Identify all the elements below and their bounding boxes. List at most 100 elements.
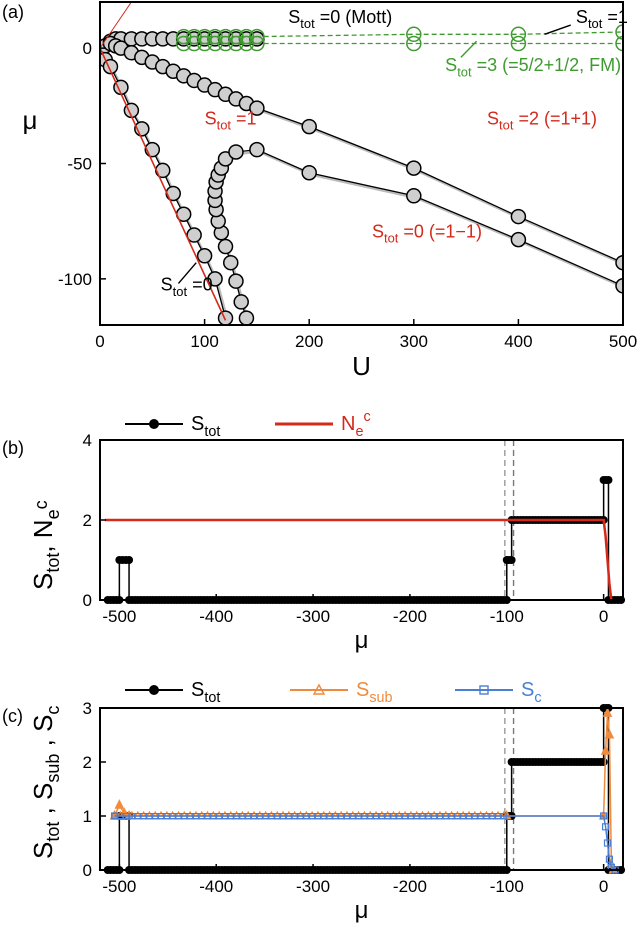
marker-green-FM-2-6 <box>238 35 255 52</box>
marker-S_c <box>314 813 321 819</box>
marker-line-to-500-15 <box>249 100 265 116</box>
y-tick-label-a: -50 <box>67 155 92 174</box>
panel-c: -500 -400 -300 -200 -100 0 0 1 2 3 μ (c) Stot Ssub Sc S… <box>2 679 626 924</box>
marker-S_tot <box>507 556 516 564</box>
marker-S_tot <box>599 758 608 766</box>
x-tick-label: -300 <box>296 877 330 896</box>
series-S_sub-line <box>113 713 615 871</box>
marker-arc-boundary-4 <box>217 238 234 255</box>
marker-green-FM-2-3 <box>207 35 223 52</box>
panel-b: -500 -400 -300 -200 -100 0 0 2 4 μ (b) Stot Nec Stot,… <box>2 409 626 654</box>
marker-S_c <box>309 813 316 819</box>
y-tick-label: 4 <box>83 431 92 450</box>
marker-S_c <box>123 813 130 819</box>
marker-S_c <box>169 813 176 819</box>
marker-S_sub-pt <box>114 799 125 809</box>
panel-a: 0 100 200 300 400 500 -100 -50 0 Uμ (a) Stot =0 (Mo… <box>2 1 637 381</box>
marker-S_c <box>373 813 380 819</box>
marker-steep-boundary-7 <box>165 185 181 202</box>
legend-label-1: Nec <box>341 409 371 440</box>
marker-arc-boundary-1 <box>233 294 249 310</box>
x-tick-label-a: 0 <box>95 332 104 351</box>
marker-S_c <box>204 813 211 819</box>
marker-S_c <box>320 813 327 819</box>
marker-S_tot <box>604 476 613 484</box>
x-axis-label: μ <box>355 897 369 924</box>
annotation-a-2: Stot =3 (=5/2+1/2, FM) <box>445 55 621 79</box>
marker-S_c <box>221 813 228 819</box>
marker-S_c <box>349 813 356 819</box>
arrow-stot0 <box>177 262 197 284</box>
marker-S_c <box>495 813 502 819</box>
marker-arc-boundary-19 <box>615 278 623 294</box>
marker-S_c <box>384 813 391 819</box>
marker-line-to-500-19 <box>615 254 623 271</box>
marker-S_c <box>338 813 345 819</box>
annotation-a-4: Stot =2 (=1+1) <box>487 108 597 132</box>
x-tick-label: -100 <box>490 877 524 896</box>
marker-green-FM-2-0 <box>175 35 192 52</box>
marker-S_c <box>146 813 153 819</box>
marker-arc-boundary-14 <box>228 144 244 160</box>
legend-marker-0 <box>149 419 159 429</box>
annotation-a-6: Stot =0 <box>161 274 213 298</box>
x-axis-label: μ <box>355 627 369 654</box>
marker-green-FM-2-5 <box>228 35 244 52</box>
marker-S_c <box>466 813 473 819</box>
x-tick-label: 0 <box>599 877 608 896</box>
marker-S_c <box>280 813 287 819</box>
legend-label-0: Stot <box>191 413 220 440</box>
marker-S_c <box>239 813 246 819</box>
x-tick-label: -200 <box>393 607 427 626</box>
x-tick-label: -200 <box>393 877 427 896</box>
marker-S_c <box>361 813 368 819</box>
marker-S_c <box>128 813 135 819</box>
marker-green-FM-2-9 <box>510 35 527 52</box>
marker-S_c <box>407 813 414 819</box>
y-axis-label-a: μ <box>23 105 38 135</box>
marker-S_sub-pt <box>604 728 615 739</box>
marker-S_c <box>396 813 403 819</box>
y-tick-label: 0 <box>83 861 92 880</box>
marker-S_c <box>500 813 507 819</box>
y-tick-label: 2 <box>83 753 92 772</box>
marker-S_c <box>390 813 397 819</box>
marker-S_c <box>483 813 490 819</box>
x-tick-label: -400 <box>199 877 233 896</box>
marker-S_c <box>425 813 432 819</box>
x-tick-label: -100 <box>490 607 524 626</box>
annotation-a-5: Stot =0 (=1−1) <box>372 221 482 245</box>
x-tick-label: -400 <box>199 607 233 626</box>
marker-steep-boundary-11 <box>207 271 223 287</box>
legend-marker-2 <box>479 685 489 695</box>
marker-S_c-pt <box>605 855 614 863</box>
y-tick-label-a: -100 <box>58 270 92 289</box>
marker-S_c <box>436 813 443 819</box>
marker-S_sub-pt <box>602 707 613 717</box>
marker-S_c <box>471 813 478 819</box>
legend-marker-1 <box>312 683 326 695</box>
y-axis-label: Stot, Nec <box>28 500 63 590</box>
y-tick-label-a: 0 <box>83 39 92 58</box>
marker-line-to-500-18 <box>510 208 527 225</box>
marker-S_c <box>250 813 257 819</box>
marker-green-FM-2-1 <box>186 35 202 52</box>
marker-S_sub-pt <box>600 745 611 755</box>
marker-S_c <box>140 813 147 819</box>
marker-arc-boundary-2 <box>228 273 244 289</box>
marker-S_c <box>477 813 484 819</box>
series-S_tot-line <box>107 707 622 871</box>
marker-S_c-pt <box>110 812 119 820</box>
marker-line-to-500-16 <box>301 118 317 135</box>
red-upper-line <box>100 2 132 49</box>
legend-label-0: Stot <box>191 679 220 706</box>
marker-S_c <box>291 813 298 819</box>
marker-arc-boundary-3 <box>223 254 239 271</box>
marker-S_c <box>413 813 420 819</box>
legend-label-2: Sc <box>521 679 542 706</box>
x-tick-label: -500 <box>102 607 136 626</box>
marker-arc-boundary-17 <box>406 188 422 204</box>
marker-arc-boundary-18 <box>510 231 527 248</box>
marker-S_c <box>419 813 426 819</box>
y-tick-label: 0 <box>83 591 92 610</box>
